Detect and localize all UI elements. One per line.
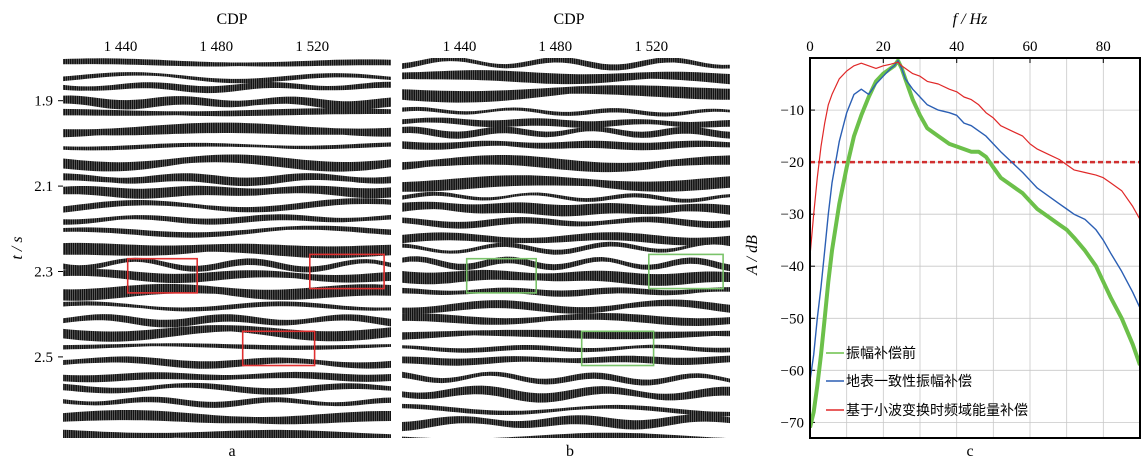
x-tick-label: 1 520 [634, 39, 668, 55]
highlight-box [126, 257, 198, 294]
seismic-event [402, 58, 730, 71]
panel-c-y-title: A / dB [744, 235, 761, 276]
highlight-box [241, 330, 316, 367]
seismic-event [63, 301, 391, 312]
y-tick-label: 2.1 [34, 179, 53, 195]
panel-b: CDP 1 440 1 480 1 520 b [402, 11, 735, 460]
panel-b-label: b [566, 443, 574, 460]
seismic-event [402, 256, 730, 272]
seismic-event [402, 240, 730, 255]
panel-c-series [810, 58, 1140, 429]
highlight-box [308, 253, 385, 290]
y-tick-label: −30 [781, 207, 804, 223]
trace-texture [402, 58, 735, 438]
panel-a-highlight-boxes [126, 253, 385, 367]
x-tick-label: 1 480 [199, 39, 233, 55]
x-tick-label: 1 440 [104, 39, 138, 55]
series-line-2 [810, 59, 1140, 381]
seismic-event [63, 325, 391, 342]
y-tick-label: 2.5 [34, 350, 53, 366]
panel-c-x-ticks: 0 20 40 60 80 [806, 39, 1111, 63]
seismic-event [402, 117, 730, 128]
x-tick-label: 60 [1023, 39, 1038, 55]
panel-b-seismic-section [402, 58, 735, 438]
panel-a-y-ticks: 1.9 2.1 2.3 2.5 [34, 94, 63, 366]
seismic-event [402, 140, 730, 151]
seismic-event [63, 108, 391, 117]
seismic-event [63, 95, 391, 111]
seismic-event [402, 344, 730, 353]
y-tick-label: −40 [781, 259, 804, 275]
y-tick-label: −10 [781, 103, 804, 119]
y-tick-label: −20 [781, 155, 804, 171]
panel-c-x-title: f / Hz [953, 11, 988, 28]
seismic-event [402, 70, 730, 85]
legend-label: 基于小波变换时频域能量补偿 [846, 402, 1028, 419]
y-tick-label: −70 [781, 415, 804, 431]
y-tick-label: 2.3 [34, 265, 53, 281]
highlight-box [647, 253, 724, 290]
seismic-event [63, 81, 391, 94]
y-tick-label: −60 [781, 363, 804, 379]
legend-label: 地表一致性振幅补偿 [846, 374, 972, 390]
panel-b-highlight-boxes [465, 253, 724, 367]
seismic-event [63, 58, 391, 67]
x-tick-label: 1 440 [443, 39, 477, 55]
series-line-3 [810, 61, 1140, 256]
panel-b-x-ticks: 1 440 1 480 1 520 [443, 39, 668, 55]
panel-c-plot-frame [809, 57, 1141, 439]
panel-c: f / Hz 0 20 40 60 80 −70 −60 −50 −40 −30 −20 −10 A… [744, 11, 1141, 460]
legend-label: 振幅补偿前 [846, 345, 916, 362]
trace-texture [63, 58, 396, 438]
seismic-event [402, 106, 730, 117]
panel-c-grid [810, 58, 1140, 438]
panel-b-x-title: CDP [553, 11, 584, 28]
x-tick-label: 1 520 [295, 39, 329, 55]
highlight-box [580, 330, 655, 367]
panel-a-x-ticks: 1 440 1 480 1 520 [104, 39, 329, 55]
panel-a-x-title: CDP [216, 11, 247, 28]
panel-a-label: a [228, 443, 235, 460]
x-tick-label: 20 [876, 39, 891, 55]
x-tick-label: 80 [1096, 39, 1111, 55]
seismic-event [402, 126, 730, 139]
panel-c-y-ticks: −70 −60 −50 −40 −30 −20 −10 [781, 103, 815, 431]
seismic-event [63, 72, 391, 84]
seismic-event [63, 343, 391, 350]
highlight-box [465, 257, 538, 294]
y-tick-label: −50 [781, 311, 804, 327]
series-line-1 [810, 58, 1140, 429]
seismic-event [63, 142, 391, 151]
x-tick-label: 40 [949, 39, 964, 55]
seismic-event [402, 155, 730, 173]
y-tick-label: 1.9 [34, 94, 53, 110]
panel-a-seismic-section [63, 58, 396, 438]
x-tick-label: 0 [806, 39, 814, 55]
panel-a-y-title: t / s [9, 236, 26, 259]
panel-c-label: c [966, 443, 973, 460]
seismic-event [63, 122, 391, 138]
panel-a: CDP 1 440 1 480 1 520 t / s 1.9 2.1 2.3 2.5 a [9, 11, 396, 460]
seismic-event [402, 85, 730, 103]
x-tick-label: 1 480 [538, 39, 572, 55]
